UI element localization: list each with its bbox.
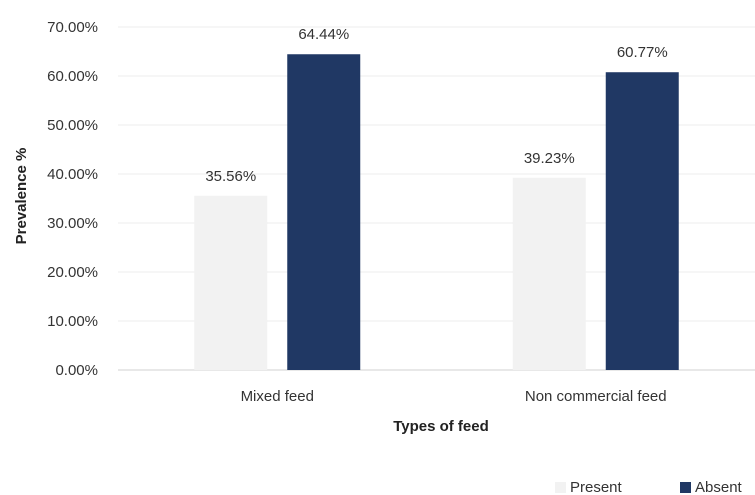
y-tick-label: 30.00% bbox=[47, 215, 98, 232]
data-labels: 35.56% 64.44% 39.23% 60.77% bbox=[205, 26, 667, 185]
x-axis-categories: Mixed feed Non commercial feed bbox=[241, 388, 667, 405]
y-tick-label: 70.00% bbox=[47, 19, 98, 36]
y-tick-label: 50.00% bbox=[47, 117, 98, 134]
y-axis-title: Prevalence % bbox=[13, 148, 30, 245]
y-tick-label: 20.00% bbox=[47, 264, 98, 281]
y-axis-ticks: 0.00% 10.00% 20.00% 30.00% 40.00% 50.00% 60.00… bbox=[47, 19, 98, 379]
bar-present bbox=[194, 195, 268, 370]
category-label: Non commercial feed bbox=[525, 388, 667, 405]
y-tick-label: 10.00% bbox=[47, 313, 98, 330]
legend-label: Absent bbox=[695, 479, 743, 495]
legend-label: Present bbox=[570, 479, 623, 495]
bar-absent bbox=[287, 54, 361, 371]
x-axis-title: Types of feed bbox=[393, 418, 489, 435]
data-label: 39.23% bbox=[524, 150, 575, 167]
bar-absent bbox=[605, 72, 679, 371]
y-tick-label: 60.00% bbox=[47, 68, 98, 85]
legend-swatch bbox=[680, 482, 691, 493]
y-tick-label: 40.00% bbox=[47, 166, 98, 183]
legend-swatch bbox=[555, 482, 566, 493]
data-label: 35.56% bbox=[205, 168, 256, 185]
legend: Present Absent bbox=[555, 479, 743, 495]
data-label: 64.44% bbox=[298, 26, 349, 43]
bar-present bbox=[512, 177, 586, 370]
category-label: Mixed feed bbox=[241, 388, 314, 405]
data-label: 60.77% bbox=[617, 44, 668, 61]
y-tick-label: 0.00% bbox=[55, 362, 98, 379]
bars bbox=[194, 54, 679, 371]
